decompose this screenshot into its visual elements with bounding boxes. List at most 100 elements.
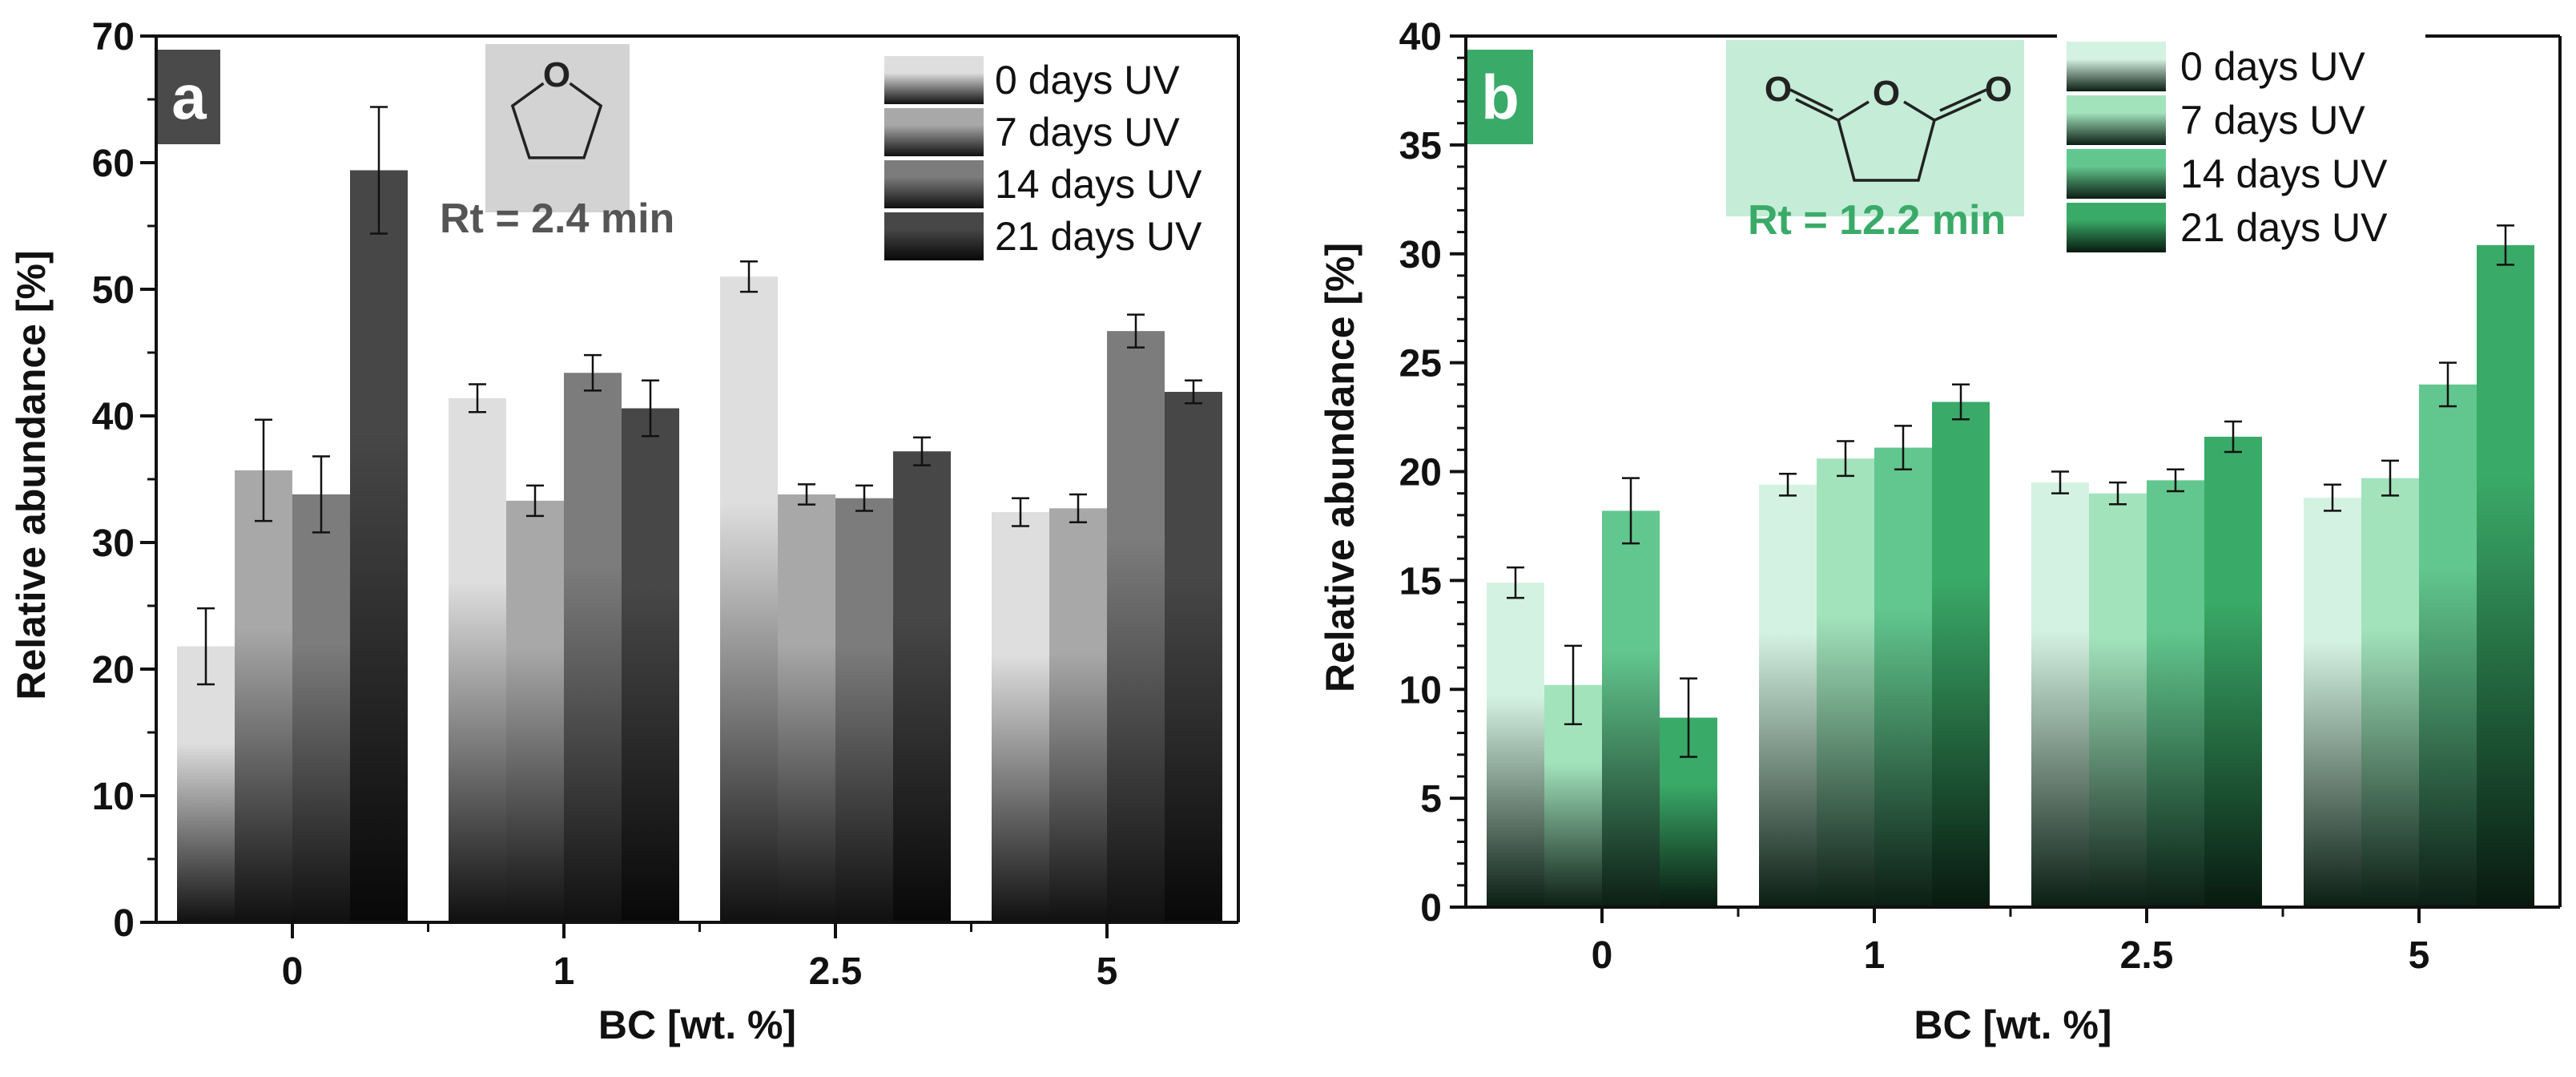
- molecule-atom: O: [1873, 74, 1900, 113]
- bar-b-14-days-uv-bc-5: [2419, 384, 2477, 907]
- bar-a-14-days-uv-bc-2.5: [835, 498, 893, 922]
- legend: 0 days UV 7 days UV 14 days UV 21 days UV: [2067, 42, 2388, 252]
- bar-a-14-days-uv-bc-0: [292, 494, 350, 922]
- y-tick-label: 20: [1399, 452, 1442, 494]
- bar-b-7-days-uv-bc-1: [1817, 458, 1874, 907]
- bar-b-14-days-uv-bc-0: [1602, 510, 1660, 907]
- panel-b: 0 1 2.5 5 0 5 10 15 20 25 30 35 40 BC [wt. %] Relative…: [1318, 16, 2562, 1047]
- error-bar: [584, 353, 602, 392]
- error-bar: [1564, 644, 1582, 725]
- y-tick-label: 10: [92, 776, 135, 818]
- bar-a-21-days-uv-bc-5: [1165, 391, 1222, 923]
- legend: 0 days UV 7 days UV 14 days UV 21 days UV: [884, 56, 1202, 260]
- error-bar: [1952, 383, 1970, 421]
- panel-label: b: [1481, 62, 1519, 132]
- error-bar: [2324, 483, 2341, 512]
- y-tick-label: 20: [92, 649, 135, 692]
- molecule-atom: O: [1765, 70, 1792, 109]
- y-tick-label: 10: [1399, 669, 1442, 712]
- legend-label: 7 days UV: [995, 110, 1180, 155]
- legend-label: 21 days UV: [2180, 205, 2388, 250]
- error-bar: [855, 484, 873, 512]
- x-tick-label: 5: [2409, 934, 2430, 977]
- legend-swatch: [884, 212, 984, 260]
- x-tick-label: 2.5: [2120, 934, 2174, 977]
- legend-swatch: [2067, 42, 2166, 91]
- bar-a-0-days-uv-bc-5: [992, 512, 1049, 922]
- molecule-atom: O: [543, 55, 570, 95]
- y-tick-label: 40: [92, 396, 135, 438]
- x-tick-label: 5: [1097, 950, 1118, 993]
- bar-a-0-days-uv-bc-2.5: [720, 276, 778, 922]
- error-bar: [2167, 468, 2184, 493]
- error-bar: [798, 483, 815, 506]
- retention-time-annotation: Rt = 12.2 min: [1748, 197, 2006, 244]
- y-tick-label: 0: [1420, 887, 1442, 930]
- y-tick-label: 0: [113, 902, 135, 945]
- bar-a-14-days-uv-bc-5: [1107, 331, 1165, 922]
- legend-label: 0 days UV: [2180, 44, 2365, 89]
- y-tick-label: 35: [1399, 125, 1442, 167]
- y-tick-label: 15: [1399, 560, 1442, 603]
- error-bar: [1680, 677, 1697, 758]
- bar-a-7-days-uv-bc-2.5: [778, 494, 835, 922]
- bar-b-14-days-uv-bc-2.5: [2147, 480, 2204, 907]
- error-bar: [1507, 566, 1524, 599]
- error-bar: [2381, 459, 2399, 497]
- bar-b-21-days-uv-bc-5: [2477, 244, 2534, 907]
- error-bar: [1894, 425, 1912, 471]
- molecule-inset-background: [485, 44, 630, 212]
- bar-b-7-days-uv-bc-2.5: [2089, 493, 2147, 907]
- bar-b-14-days-uv-bc-1: [1874, 447, 1932, 907]
- x-axis-label: BC [wt. %]: [598, 1002, 796, 1047]
- y-tick-label: 70: [92, 16, 135, 58]
- error-bar: [1622, 477, 1640, 545]
- legend-swatch: [884, 160, 984, 208]
- y-tick-label: 30: [92, 522, 135, 565]
- molecule-structure: [1789, 88, 1987, 182]
- molecule-inset-background: [1726, 40, 2024, 216]
- legend-label: 21 days UV: [995, 214, 1202, 259]
- error-bar: [370, 106, 388, 235]
- legend-swatch: [2067, 149, 2166, 199]
- legend-label: 7 days UV: [2180, 98, 2365, 143]
- bar-b-0-days-uv-bc-1: [1759, 484, 1817, 907]
- panel-label: a: [171, 62, 207, 132]
- x-tick-label: 0: [1592, 934, 1613, 977]
- error-bar: [2224, 420, 2242, 454]
- error-bar: [526, 484, 544, 518]
- y-tick-label: 60: [92, 143, 135, 185]
- error-bar: [1779, 472, 1797, 497]
- panel-label-box: [158, 50, 220, 144]
- y-tick-label: 5: [1420, 778, 1442, 821]
- error-bar: [1069, 493, 1087, 523]
- bar-b-21-days-uv-bc-2.5: [2204, 437, 2262, 907]
- error-bar: [740, 260, 758, 293]
- error-bar: [1837, 440, 1854, 478]
- y-tick-label: 25: [1399, 343, 1442, 385]
- molecule-structure: [510, 82, 603, 159]
- x-tick-label: 1: [1864, 934, 1886, 977]
- error-bar: [642, 379, 659, 438]
- y-tick-label: 40: [1399, 16, 1442, 58]
- bar-a-0-days-uv-bc-0: [177, 646, 235, 922]
- error-bar: [2051, 470, 2069, 494]
- legend-swatch: [884, 56, 984, 104]
- legend-swatch: [2067, 95, 2166, 145]
- error-bar: [255, 418, 272, 522]
- y-tick-label: 50: [92, 269, 135, 312]
- bar-b-21-days-uv-bc-1: [1932, 401, 1990, 907]
- error-bar: [1185, 379, 1202, 405]
- error-bar: [312, 455, 330, 534]
- x-axis-label: BC [wt. %]: [1914, 1002, 2111, 1047]
- y-tick-label: 30: [1399, 234, 1442, 276]
- molecule-atom: O: [1985, 70, 2012, 109]
- panel-label-box: [1467, 50, 1533, 144]
- error-bar: [2109, 481, 2127, 506]
- error-bar: [2439, 361, 2457, 408]
- error-bar: [1012, 497, 1029, 527]
- legend-label: 14 days UV: [2180, 151, 2388, 196]
- retention-time-annotation: Rt = 2.4 min: [440, 196, 674, 242]
